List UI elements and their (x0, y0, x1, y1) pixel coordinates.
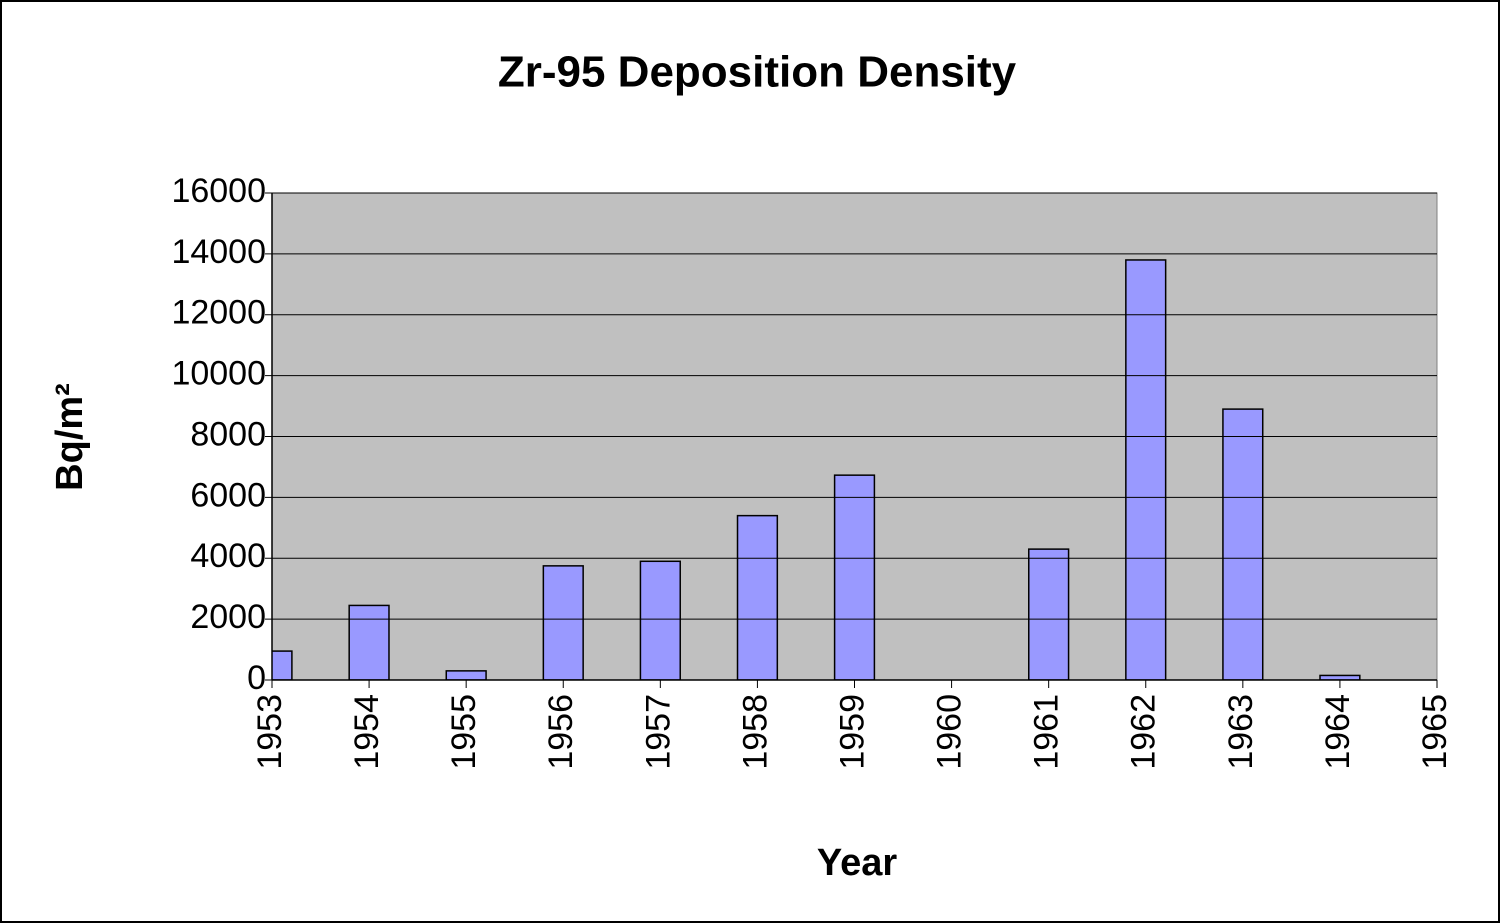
x-tick-label: 1962 (1125, 694, 1163, 770)
bar (1222, 408, 1264, 680)
x-tick-label: 1960 (931, 694, 969, 770)
x-tick-label: 1955 (445, 694, 483, 770)
x-tick-label: 1965 (1416, 694, 1454, 770)
y-tick-label: 10000 (171, 355, 266, 393)
y-tick-label: 12000 (171, 294, 266, 332)
y-tick-label: 6000 (190, 476, 266, 514)
bar (348, 604, 390, 680)
x-tick-label: 1959 (833, 694, 871, 770)
x-tick-label: 1958 (736, 694, 774, 770)
y-tick-label: 8000 (190, 415, 266, 453)
x-axis-label: Year (817, 842, 898, 884)
y-axis-label: Bq/m² (49, 383, 91, 491)
y-tick-label: 2000 (190, 598, 266, 636)
bar (1125, 259, 1167, 680)
x-tick-label: 1953 (251, 694, 289, 770)
x-tick-label: 1961 (1028, 694, 1066, 770)
x-tick-label: 1964 (1319, 694, 1357, 770)
y-tick-label: 0 (247, 659, 266, 697)
y-tick-label: 16000 (171, 172, 266, 210)
bar (833, 474, 876, 680)
x-tick-label: 1963 (1222, 694, 1260, 770)
bar (639, 560, 681, 680)
bars (272, 259, 1361, 680)
bar (736, 514, 779, 680)
bar (542, 565, 584, 680)
y-tick-label: 14000 (171, 233, 266, 271)
bar (1319, 674, 1361, 680)
bar (1028, 548, 1070, 680)
bar (272, 650, 293, 680)
x-tick-label: 1957 (639, 694, 677, 770)
y-tick-label: 4000 (190, 537, 266, 575)
bar (445, 670, 487, 680)
x-tick-label: 1956 (542, 694, 580, 770)
x-tick-label: 1954 (348, 694, 386, 770)
chart-title: Zr-95 Deposition Density (498, 48, 1017, 97)
